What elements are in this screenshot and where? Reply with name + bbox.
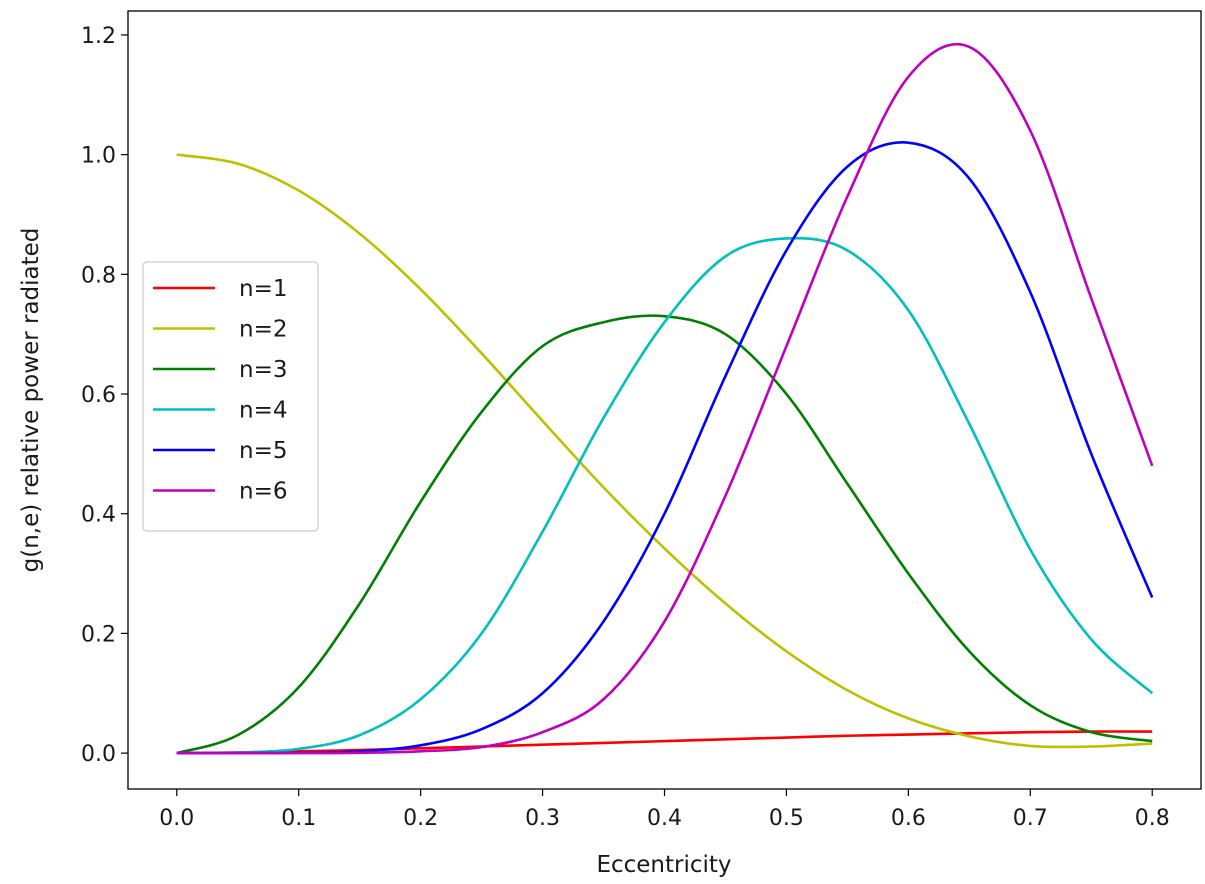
legend-label: n=6	[239, 479, 287, 505]
x-tick-label: 0.3	[525, 806, 560, 831]
x-tick-label: 0.4	[647, 806, 682, 831]
y-tick-label: 0.0	[81, 742, 116, 767]
legend-label: n=2	[239, 317, 287, 343]
series-line-n5	[176, 141, 1154, 755]
y-tick-label: 1.0	[81, 144, 116, 169]
y-tick-label: 0.8	[81, 263, 116, 288]
series-line-n1	[176, 730, 1153, 755]
legend-label: n=4	[239, 398, 287, 424]
y-tick-label: 1.2	[81, 24, 116, 49]
x-tick-label: 0.6	[891, 806, 926, 831]
x-axis-ticks: 0.0 0.1 0.2 0.3 0.4 0.5 0.6 0.7 0.8	[159, 789, 1170, 831]
legend-label: n=5	[239, 438, 287, 464]
y-axis-ticks: 0.0 0.2 0.4 0.6 0.8 1.0 1.2	[81, 24, 128, 767]
x-axis-label: Eccentricity	[596, 852, 731, 878]
y-axis-label: g(n,e) relative power radiated	[18, 228, 44, 573]
legend-label: n=1	[239, 276, 287, 302]
y-tick-label: 0.2	[81, 622, 116, 647]
series-layer	[176, 42, 1154, 755]
series-line-n4	[176, 236, 1154, 755]
x-tick-label: 0.1	[281, 806, 316, 831]
x-tick-label: 0.5	[769, 806, 804, 831]
x-tick-label: 0.0	[159, 806, 194, 831]
series-line-n2	[176, 153, 1153, 749]
series-line-n6	[176, 42, 1154, 755]
legend: n=1 n=2 n=3 n=4 n=5 n=6	[142, 261, 319, 532]
legend-label: n=3	[239, 357, 287, 383]
x-tick-label: 0.2	[403, 806, 438, 831]
y-tick-label: 0.4	[81, 503, 116, 528]
x-tick-label: 0.8	[1135, 806, 1170, 831]
x-tick-label: 0.7	[1013, 806, 1048, 831]
series-line-n3	[176, 314, 1153, 755]
y-tick-label: 0.6	[81, 383, 116, 408]
